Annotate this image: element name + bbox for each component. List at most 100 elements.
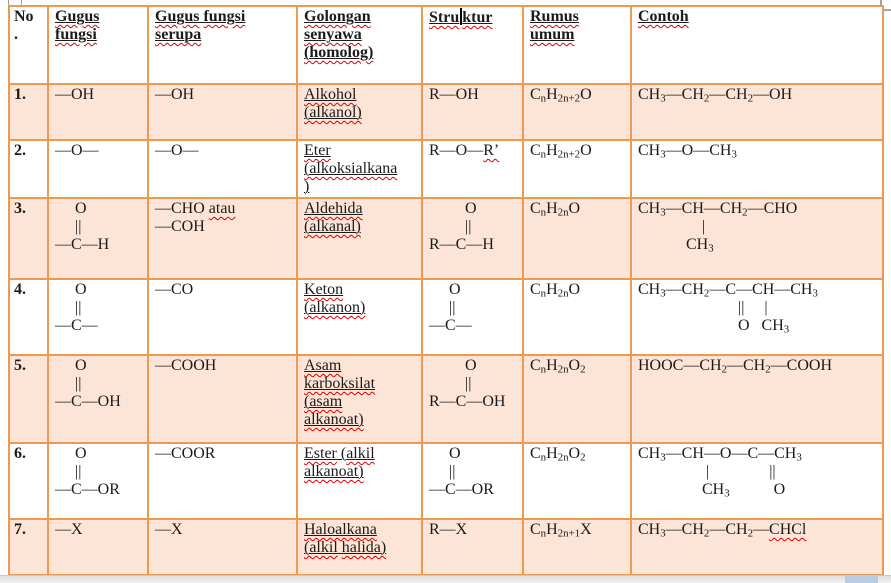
spellcheck-word: Golongan xyxy=(304,8,371,25)
cell-r5-rumus[interactable]: CnH2nO2 xyxy=(522,354,632,444)
spellcheck-word: senyawa xyxy=(304,26,362,43)
table-row: 6. O || —C—OR —COOR Ester (alkil alkanoa… xyxy=(8,442,884,520)
functional-groups-table: No . Gugus fungsi Gugus fungsi serupa Go… xyxy=(8,5,884,576)
spellcheck-word: alkanoat) xyxy=(304,463,364,480)
header-contoh[interactable]: Contoh xyxy=(630,5,884,85)
spellcheck-word: Asam xyxy=(304,357,342,374)
cell-r1-rumus[interactable]: CnH2n+2O xyxy=(522,83,632,141)
header-golongan-senyawa[interactable]: Golongan senyawa (homolog) xyxy=(296,5,423,85)
cell-r1-contoh[interactable]: CH3—CH2—CH2—OH xyxy=(630,83,884,141)
spellcheck-word: Gugus xyxy=(155,8,200,25)
cell-r2-gugus[interactable]: —O— xyxy=(47,139,149,199)
cell-r1-golongan[interactable]: Alkohol (alkanol) xyxy=(296,83,423,141)
cell-r4-no[interactable]: 4. xyxy=(8,278,49,356)
cell-r5-gugus[interactable]: O || —C—OH xyxy=(47,354,149,444)
table-row: 2. —O— —O— Eter (alkoksialkana ) R—O—R’ … xyxy=(8,139,884,199)
spellcheck-word: Aldehida xyxy=(304,200,363,217)
page-corner-mark xyxy=(880,0,882,10)
cell-r7-no[interactable]: 7. xyxy=(8,518,49,576)
cell-r1-serupa[interactable]: —OH xyxy=(147,83,298,141)
cell-r2-no[interactable]: 2. xyxy=(8,139,49,199)
spellcheck-word: Rumus xyxy=(530,8,579,25)
spellcheck-word: Alkohol xyxy=(304,86,357,103)
cell-r3-rumus[interactable]: CnH2nO xyxy=(522,197,632,280)
cell-r2-serupa[interactable]: —O— xyxy=(147,139,298,199)
cell-r7-contoh[interactable]: CH3—CH2—CH2—CHCl xyxy=(630,518,884,576)
spellcheck-word: Ester xyxy=(304,445,337,462)
spellcheck-word: umum xyxy=(530,26,575,43)
cell-r1-no[interactable]: 1. xyxy=(8,83,49,141)
cell-r7-golongan[interactable]: Haloalkana (alkil halida) xyxy=(296,518,423,576)
header-no[interactable]: No . xyxy=(8,5,49,85)
cell-r7-serupa[interactable]: —X xyxy=(147,518,298,576)
cell-r4-contoh[interactable]: CH3—CH2—C—CH—CH3 || | O CH3 xyxy=(630,278,884,356)
cell-r7-gugus[interactable]: —X xyxy=(47,518,149,576)
cell-r1-gugus[interactable]: —OH xyxy=(47,83,149,141)
header-rumus-umum[interactable]: Rumus umum xyxy=(522,5,632,85)
table-row: 4. O || —C— —CO Keton (alkanon) O || —C—… xyxy=(8,278,884,356)
cell-r4-gugus[interactable]: O || —C— xyxy=(47,278,149,356)
cell-r4-golongan[interactable]: Keton (alkanon) xyxy=(296,278,423,356)
spellcheck-word: Gugus xyxy=(55,8,100,25)
cell-r6-contoh[interactable]: CH3—CH—O—C—CH3 | || CH3 O xyxy=(630,442,884,520)
header-row: No . Gugus fungsi Gugus fungsi serupa Go… xyxy=(8,5,884,85)
cell-r2-rumus[interactable]: CnH2n+2O xyxy=(522,139,632,199)
table-row: 3. O || —C—H —CHO atau —COH Aldehida (al… xyxy=(8,197,884,280)
cell-r5-struktur[interactable]: O || R—C—OH xyxy=(421,354,524,444)
cell-r6-no[interactable]: 6. xyxy=(8,442,49,520)
spellcheck-word: halida) xyxy=(341,539,387,556)
spellcheck-word: Eter xyxy=(304,142,331,159)
cell-r3-struktur[interactable]: O || R—C—H xyxy=(421,197,524,280)
cell-r3-contoh[interactable]: CH3—CH—CH2—CHO | CH3 xyxy=(630,197,884,280)
cell-r7-rumus[interactable]: CnH2n+1X xyxy=(522,518,632,576)
spellcheck-word: (alkanon) xyxy=(304,299,366,316)
spellcheck-word: karboksilat xyxy=(304,375,376,392)
spellcheck-word: (homolog) xyxy=(304,44,374,61)
spellcheck-word: (alkil xyxy=(304,539,338,556)
spellcheck-word: serupa xyxy=(155,26,202,43)
spellcheck-word: Contoh xyxy=(638,8,689,25)
cell-r4-struktur[interactable]: O || —C— xyxy=(421,278,524,356)
cell-r6-struktur[interactable]: O || —C—OR xyxy=(421,442,524,520)
table-row: 5. O || —C—OH —COOH Asam karboksilat (as… xyxy=(8,354,884,444)
header-struktur[interactable]: Stru ktur xyxy=(421,5,524,85)
horizontal-scrollbar[interactable] xyxy=(0,575,891,583)
spellcheck-word: (asam xyxy=(304,393,343,410)
spellcheck-word: fungsi xyxy=(203,8,246,25)
spellcheck-word: CHCl xyxy=(769,521,807,538)
spellcheck-word: alkil xyxy=(346,445,375,462)
spellcheck-word: Stru ktur xyxy=(429,8,493,26)
spellcheck-word: (alkanal) xyxy=(304,218,361,235)
cell-r5-no[interactable]: 5. xyxy=(8,354,49,444)
cell-r3-no[interactable]: 3. xyxy=(8,197,49,280)
cell-r6-golongan[interactable]: Ester (alkil alkanoat) xyxy=(296,442,423,520)
page-corner-mark xyxy=(880,9,891,11)
cell-r2-contoh[interactable]: CH3—O—CH3 xyxy=(630,139,884,199)
spellcheck-word: fungsi xyxy=(55,26,97,43)
cell-r3-serupa[interactable]: —CHO atau —COH xyxy=(147,197,298,280)
spellcheck-word: Keton xyxy=(304,281,344,298)
table-row: 1. —OH —OH Alkohol (alkanol) R—OH CnH2n+… xyxy=(8,83,884,141)
cell-r2-golongan[interactable]: Eter (alkoksialkana ) xyxy=(296,139,423,199)
cell-r6-serupa[interactable]: —COOR xyxy=(147,442,298,520)
table-row: 7. —X —X Haloalkana (alkil halida) R—X C… xyxy=(8,518,884,576)
scrollbar-thumb[interactable] xyxy=(845,576,878,583)
cell-r4-rumus[interactable]: CnH2nO xyxy=(522,278,632,356)
text-caret xyxy=(460,8,463,25)
cell-r5-contoh[interactable]: HOOC—CH2—CH2—COOH xyxy=(630,354,884,444)
cell-r7-struktur[interactable]: R—X xyxy=(421,518,524,576)
cell-r3-gugus[interactable]: O || —C—H xyxy=(47,197,149,280)
cell-r1-struktur[interactable]: R—OH xyxy=(421,83,524,141)
cell-r6-rumus[interactable]: CnH2nO2 xyxy=(522,442,632,520)
header-gugus-fungsi[interactable]: Gugus fungsi xyxy=(47,5,149,85)
spellcheck-word: (alkoksialkana xyxy=(304,160,398,177)
header-gugus-fungsi-serupa[interactable]: Gugus fungsi serupa xyxy=(147,5,298,85)
cell-r5-golongan[interactable]: Asam karboksilat (asam alkanoat) xyxy=(296,354,423,444)
cell-r4-serupa[interactable]: —CO xyxy=(147,278,298,356)
cell-r5-serupa[interactable]: —COOH xyxy=(147,354,298,444)
spellcheck-word: (alkanol) xyxy=(304,104,362,121)
cell-r2-struktur[interactable]: R—O—R’ xyxy=(421,139,524,199)
cell-r3-golongan[interactable]: Aldehida (alkanal) xyxy=(296,197,423,280)
cell-r6-gugus[interactable]: O || —C—OR xyxy=(47,442,149,520)
